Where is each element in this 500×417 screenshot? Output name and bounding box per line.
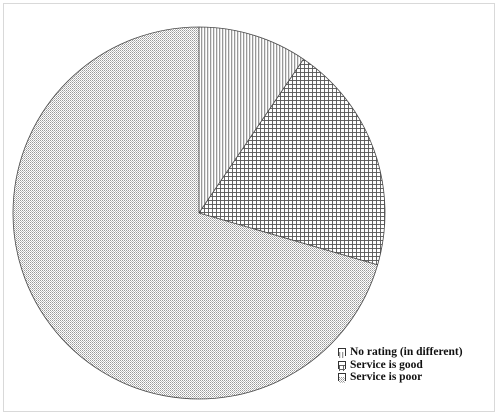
legend-item-service-good: Service is good bbox=[338, 359, 494, 372]
legend-label-no-rating: No rating (in different) bbox=[350, 346, 463, 358]
pie-slice-service-good bbox=[198, 58, 386, 266]
legend-label-service-poor: Service is poor bbox=[350, 371, 423, 383]
legend-item-no-rating: No rating (in different) bbox=[338, 346, 494, 359]
chart-legend: No rating (in different) Service is good… bbox=[338, 346, 494, 384]
pie-slices bbox=[12, 26, 386, 400]
legend-label-service-good: Service is good bbox=[350, 358, 423, 371]
pie-slice-service-poor bbox=[12, 26, 379, 400]
legend-item-service-poor: Service is poor bbox=[338, 371, 494, 384]
pie-slice-no-rating bbox=[198, 26, 305, 215]
legend-swatch-service-poor bbox=[338, 373, 346, 384]
legend-swatch-no-rating bbox=[338, 348, 346, 359]
legend-swatch-service-good bbox=[338, 360, 346, 371]
